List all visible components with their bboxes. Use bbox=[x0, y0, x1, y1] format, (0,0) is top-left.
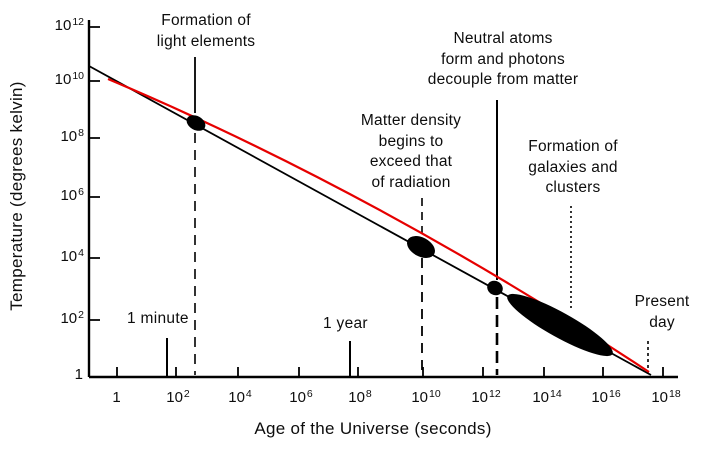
x-tick-label-1e18: 1018 bbox=[651, 388, 681, 406]
x-tick-label-1: 1 bbox=[112, 389, 121, 406]
x-tick-label-1e12: 1012 bbox=[471, 388, 501, 406]
y-tick-label-1e2: 102 bbox=[60, 309, 84, 327]
annotation-light-elements: Formation of light elements bbox=[156, 12, 256, 50]
y-axis-ticks bbox=[89, 26, 100, 321]
x-tick-label-1e16: 1016 bbox=[591, 388, 621, 406]
x-axis-ticks bbox=[116, 367, 664, 377]
annotation-neutral-atoms: Neutral atoms form and photons decouple … bbox=[427, 30, 579, 89]
annotation-present-day: Present day bbox=[634, 293, 690, 331]
y-tick-label-1e8: 108 bbox=[60, 127, 84, 145]
y-tick-label-1e12: 1012 bbox=[54, 16, 84, 34]
y-tick-label-1: 1 bbox=[74, 366, 83, 383]
y-tick-label-1e10: 1010 bbox=[54, 70, 84, 88]
annotation-galaxies: Formation of galaxies and clusters bbox=[528, 138, 618, 197]
x-tick-label-1e4: 104 bbox=[228, 388, 252, 406]
x-axis-title: Age of the Universe (seconds) bbox=[254, 419, 492, 438]
x-tick-label-1e10: 1010 bbox=[411, 388, 441, 406]
y-axis-title: Temperature (degrees kelvin) bbox=[7, 81, 26, 311]
neutral-atoms-blob bbox=[487, 280, 503, 296]
matter-density-blob bbox=[407, 236, 435, 258]
one-year-label: 1 year bbox=[323, 315, 368, 332]
x-tick-label-1e14: 1014 bbox=[532, 388, 562, 406]
galaxy-formation-blob bbox=[507, 293, 613, 357]
x-tick-label-1e2: 102 bbox=[166, 388, 190, 406]
y-tick-label-1e4: 104 bbox=[60, 247, 84, 265]
x-tick-label-1e8: 108 bbox=[348, 388, 372, 406]
one-minute-label: 1 minute bbox=[127, 310, 189, 327]
y-tick-label-1e6: 106 bbox=[60, 186, 84, 204]
annotation-matter-density: Matter density begins to exceed that of … bbox=[360, 112, 462, 191]
light-elements-blob bbox=[186, 115, 206, 131]
x-tick-label-1e6: 106 bbox=[289, 388, 313, 406]
